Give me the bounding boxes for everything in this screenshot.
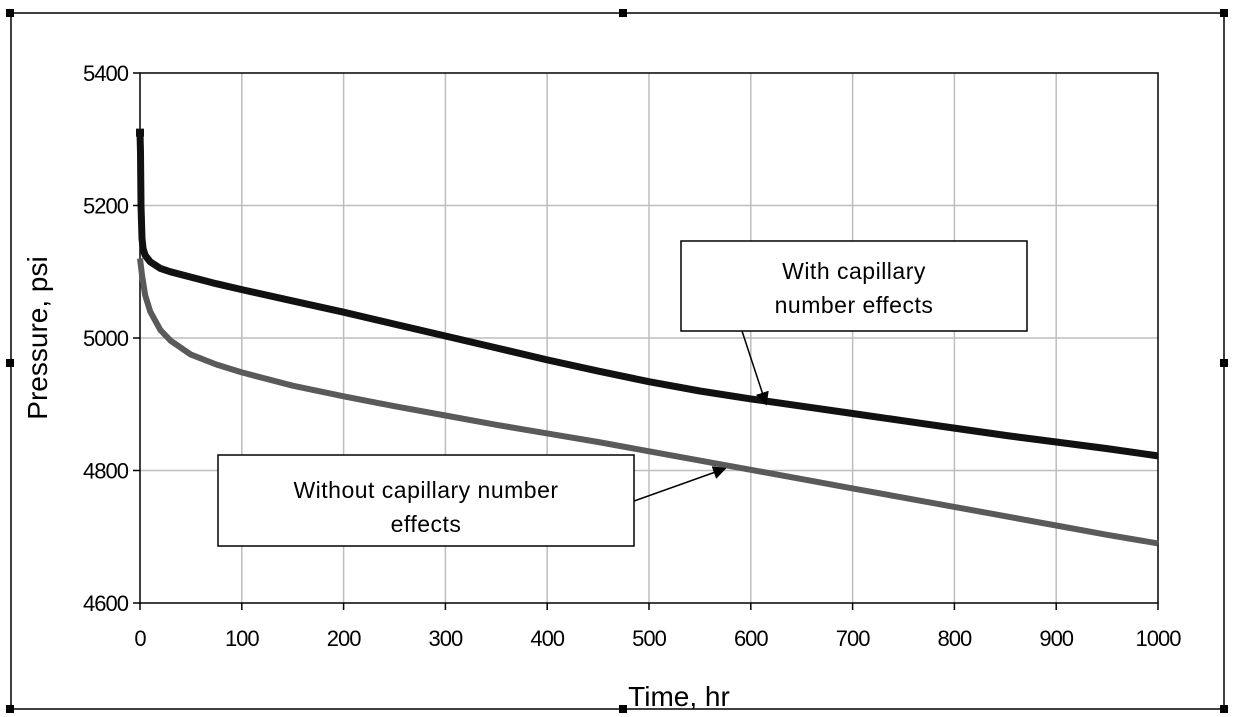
- resize-handle-bottom-left[interactable]: [6, 705, 14, 713]
- resize-handle-top-right[interactable]: [1220, 9, 1228, 17]
- resize-handle-bottom-center[interactable]: [619, 705, 627, 713]
- x-tick-label: 200: [327, 626, 361, 651]
- x-tick-labels: 0 100 200 300 400 500 600 700 800 900 1000: [134, 626, 1182, 651]
- callout-line-2: number effects: [775, 292, 934, 318]
- x-tick-label: 800: [938, 626, 972, 651]
- y-tick-label: 4600: [83, 591, 129, 616]
- x-tick-label: 100: [225, 626, 259, 651]
- callout-arrow: [633, 466, 727, 502]
- x-tick-label: 600: [734, 626, 768, 651]
- series-layer: [136, 128, 1159, 547]
- x-tick-label: 1000: [1136, 626, 1182, 651]
- callout-box: [217, 454, 635, 547]
- selection-frame[interactable]: [10, 12, 1225, 710]
- resize-handle-top-center[interactable]: [619, 9, 627, 17]
- y-tick-label: 5400: [83, 61, 129, 86]
- y-tick-label: 4800: [83, 459, 129, 484]
- y-tick-labels: 4600 4800 5000 5200 5400: [83, 61, 130, 616]
- resize-handle-middle-left[interactable]: [6, 359, 14, 367]
- x-axis-title: Time, hr: [628, 681, 730, 712]
- y-tick-label: 5000: [83, 326, 129, 351]
- resize-handle-bottom-right[interactable]: [1220, 705, 1228, 713]
- callout-line-1: With capillary: [782, 258, 926, 284]
- tick-marks: [133, 72, 1159, 610]
- series-without-capillary-line: [137, 258, 1159, 547]
- x-tick-label: 400: [530, 626, 564, 651]
- y-tick-label: 5200: [83, 194, 129, 219]
- x-tick-label: 500: [632, 626, 666, 651]
- gridlines: [140, 73, 1158, 603]
- x-tick-label: 0: [134, 626, 146, 651]
- resize-handle-middle-right[interactable]: [1220, 359, 1228, 367]
- selection-handles[interactable]: [6, 9, 1228, 713]
- callout-line-2: effects: [391, 511, 462, 537]
- callout-line-1: Without capillary number: [293, 477, 558, 503]
- series-start-marker: [136, 128, 144, 137]
- resize-handle-top-left[interactable]: [6, 9, 14, 17]
- series-with-capillary-line: [136, 132, 1159, 460]
- callout-with-capillary: With capillary number effects: [680, 240, 1028, 406]
- x-tick-label: 300: [429, 626, 463, 651]
- callout-arrow: [741, 330, 769, 406]
- y-axis-title: Pressure, psi: [22, 256, 53, 419]
- x-tick-label: 700: [836, 626, 870, 651]
- callout-box: [680, 240, 1028, 332]
- callout-without-capillary: Without capillary number effects: [217, 454, 727, 547]
- x-tick-label: 900: [1039, 626, 1073, 651]
